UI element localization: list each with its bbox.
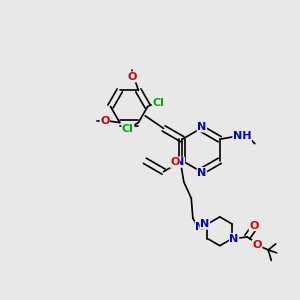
Text: O: O <box>249 220 259 231</box>
Text: Cl: Cl <box>122 124 134 134</box>
Text: O: O <box>100 116 110 126</box>
Text: O: O <box>253 240 262 250</box>
Text: N: N <box>230 233 239 244</box>
Text: N: N <box>195 222 204 232</box>
Text: N: N <box>175 157 184 167</box>
Text: Cl: Cl <box>152 98 164 109</box>
Text: O: O <box>127 72 136 82</box>
Text: NH: NH <box>233 131 251 141</box>
Text: O: O <box>170 157 179 167</box>
Text: N: N <box>197 167 206 178</box>
Text: N: N <box>200 219 209 229</box>
Text: N: N <box>197 122 206 132</box>
